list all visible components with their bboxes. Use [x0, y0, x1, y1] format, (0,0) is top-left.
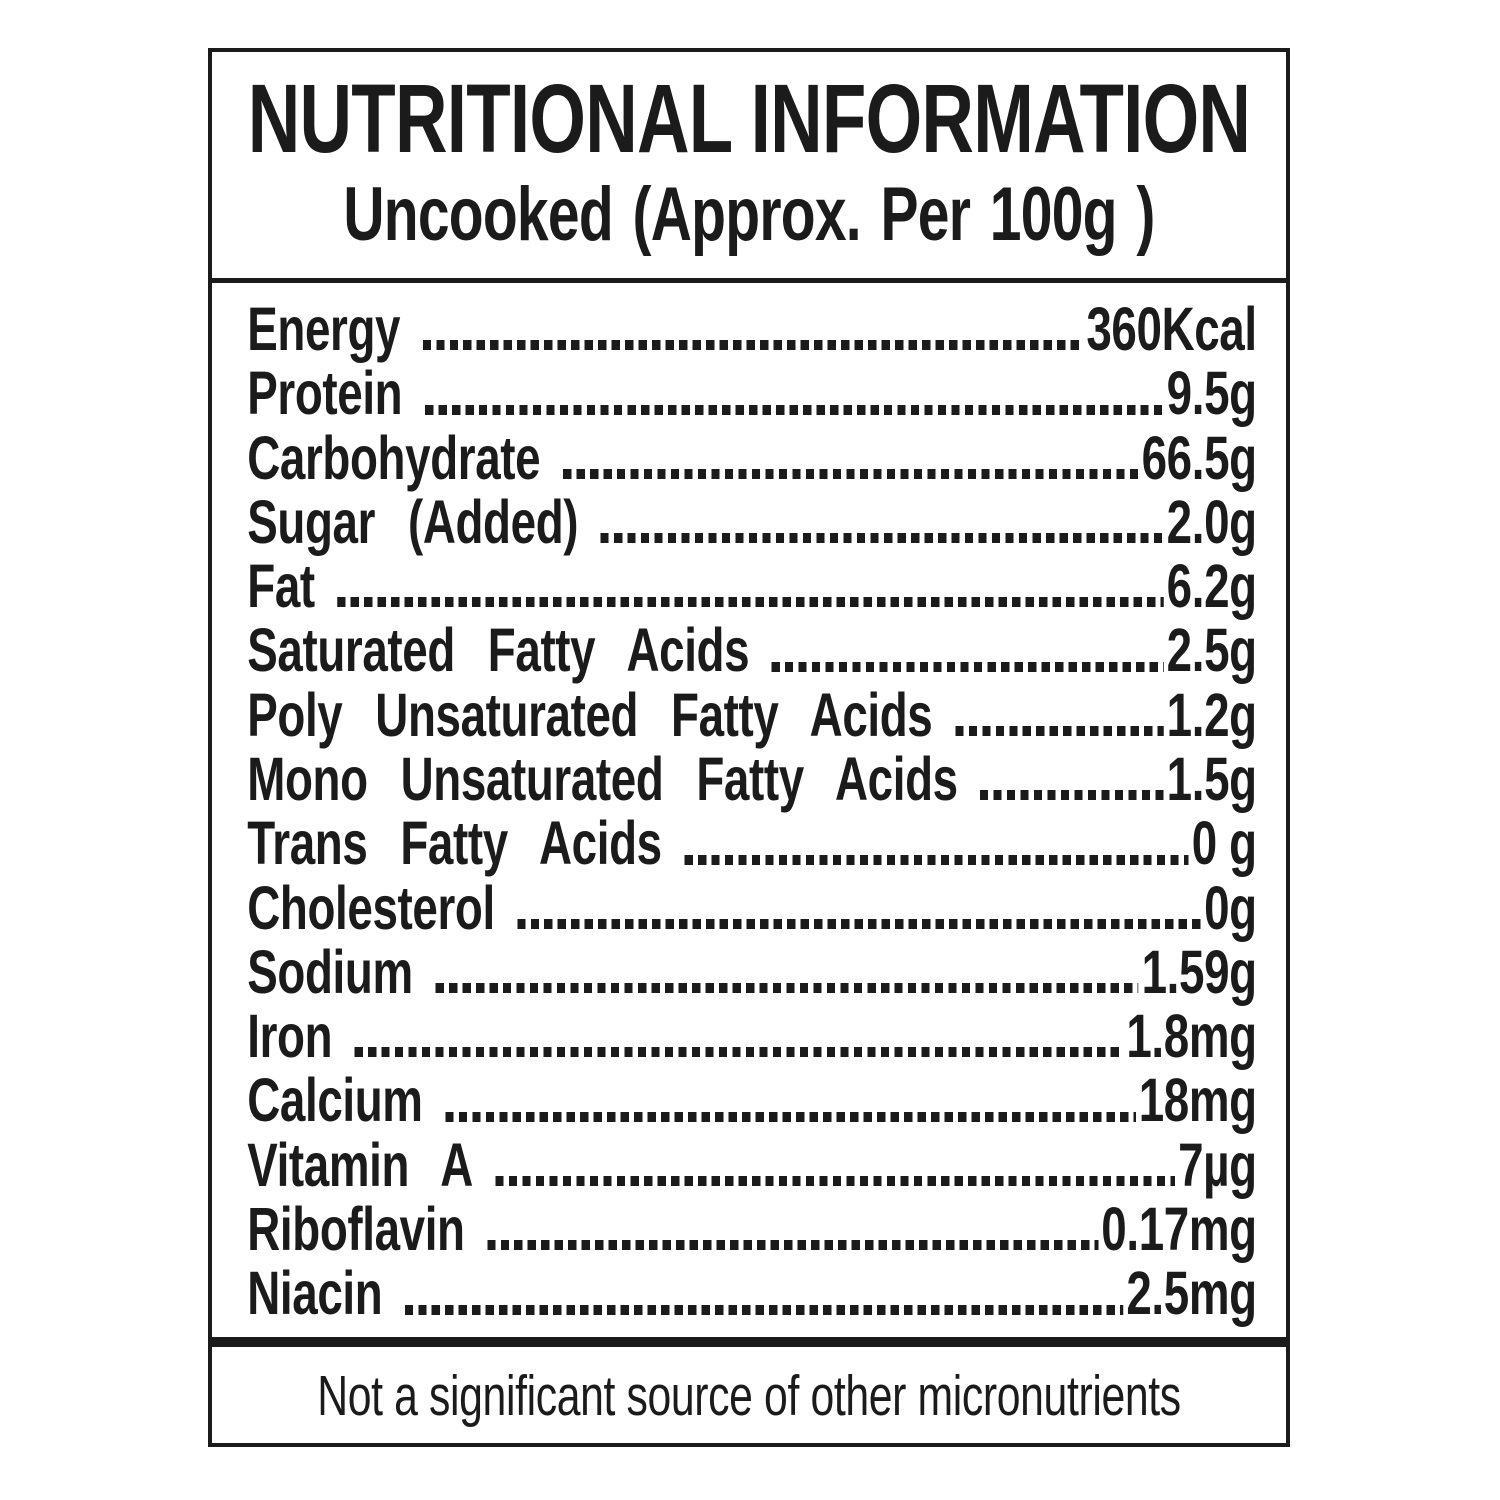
nutrient-value: 0.17mg	[1101, 1195, 1257, 1264]
label-header: NUTRITIONAL INFORMATION Uncooked (Approx…	[212, 52, 1286, 256]
dotted-leader	[487, 1240, 1099, 1251]
nutrient-name: Energy	[247, 294, 401, 363]
dotted-leader	[354, 1047, 1124, 1058]
dotted-leader	[954, 726, 1164, 736]
nutrient-name: Mono Unsaturated Fatty Acids	[247, 745, 958, 813]
nutrient-row: Calcium 18mg	[247, 1066, 1257, 1135]
nutrient-value: 1.2g	[1166, 680, 1257, 749]
nutrient-table: Energy 360Kcal Protein 9.5g Carbohydrate…	[212, 283, 1286, 1326]
nutrient-row: Iron 1.8mg	[247, 1002, 1257, 1071]
nutrient-name: Fat	[247, 552, 315, 621]
nutrient-name: Carbohydrate	[247, 423, 541, 492]
dotted-leader	[517, 918, 1202, 929]
nutrient-value: 0 g	[1191, 809, 1257, 878]
nutrient-row: Carbohydrate 66.5g	[247, 423, 1257, 492]
nutrient-value: 0g	[1204, 873, 1257, 942]
nutrient-name: Cholesterol	[247, 873, 495, 942]
nutrient-name: Sugar (Added)	[247, 487, 579, 556]
nutrient-value: 360Kcal	[1086, 294, 1257, 363]
nutrient-row: Fat 6.2g	[247, 552, 1257, 621]
nutrient-row: Riboflavin 0.17mg	[247, 1195, 1257, 1264]
dotted-leader	[600, 533, 1164, 544]
footer-note: Not a significant source of other micron…	[317, 1363, 1181, 1428]
nutrient-row: Cholesterol 0g	[247, 873, 1257, 942]
nutrient-name: Trans Fatty Acids	[247, 809, 662, 878]
nutrient-value: 1.8mg	[1126, 1002, 1257, 1071]
dotted-leader	[435, 983, 1139, 994]
nutrient-name: Iron	[247, 1002, 333, 1071]
nutrient-row: Vitamin A 7µg	[247, 1130, 1257, 1199]
nutrient-row: Mono Unsaturated Fatty Acids 1.5g	[247, 745, 1257, 813]
nutrient-row: Trans Fatty Acids 0 g	[247, 809, 1257, 878]
nutrient-value: 9.5g	[1166, 359, 1257, 428]
nutrient-row: Saturated Fatty Acids 2.5g	[247, 616, 1257, 685]
label-subtitle: Uncooked (Approx. Per 100g )	[343, 171, 1155, 257]
nutrient-name: Calcium	[247, 1066, 423, 1135]
nutrient-value: 2.5mg	[1126, 1259, 1257, 1328]
header-separator	[212, 277, 1286, 283]
nutrient-name: Protein	[247, 359, 403, 428]
nutrient-name: Niacin	[247, 1259, 383, 1328]
nutrition-label: NUTRITIONAL INFORMATION Uncooked (Approx…	[208, 48, 1290, 1447]
dotted-leader	[404, 1304, 1124, 1315]
nutrient-name: Vitamin A	[247, 1130, 473, 1199]
nutrient-row: Energy 360Kcal	[247, 294, 1257, 363]
label-content: NUTRITIONAL INFORMATION Uncooked (Approx…	[212, 52, 1286, 1443]
dotted-leader	[980, 790, 1164, 801]
dotted-leader	[771, 661, 1164, 672]
nutrient-value: 7µg	[1178, 1130, 1257, 1199]
nutrient-row: Poly Unsaturated Fatty Acids 1.2g	[247, 680, 1257, 749]
nutrient-row: Protein 9.5g	[247, 359, 1257, 428]
dotted-leader	[495, 1176, 1176, 1187]
nutrient-value: 18mg	[1138, 1066, 1257, 1135]
nutrient-name: Poly Unsaturated Fatty Acids	[247, 680, 933, 749]
dotted-leader	[562, 468, 1139, 479]
nutrient-value: 1.59g	[1141, 937, 1257, 1006]
dotted-leader	[424, 404, 1164, 415]
dotted-leader	[445, 1111, 1136, 1122]
nutrient-name: Riboflavin	[247, 1195, 465, 1264]
nutrient-row: Niacin 2.5mg	[247, 1259, 1257, 1328]
nutrient-name: Sodium	[247, 937, 413, 1006]
nutrient-row: Sugar (Added) 2.0g	[247, 487, 1257, 556]
nutrient-row: Sodium 1.59g	[247, 937, 1257, 1006]
nutrient-value: 66.5g	[1141, 423, 1257, 492]
dotted-leader	[337, 597, 1164, 608]
nutrient-name: Saturated Fatty Acids	[247, 616, 750, 685]
nutrient-value: 2.5g	[1166, 616, 1257, 685]
nutrient-value: 6.2g	[1166, 552, 1257, 621]
label-title: NUTRITIONAL INFORMATION	[247, 64, 1251, 173]
nutrient-value: 1.5g	[1166, 745, 1257, 813]
dotted-leader	[422, 340, 1084, 351]
nutrient-value: 2.0g	[1166, 487, 1257, 556]
dotted-leader	[684, 854, 1189, 865]
footer-separator	[212, 1336, 1286, 1347]
